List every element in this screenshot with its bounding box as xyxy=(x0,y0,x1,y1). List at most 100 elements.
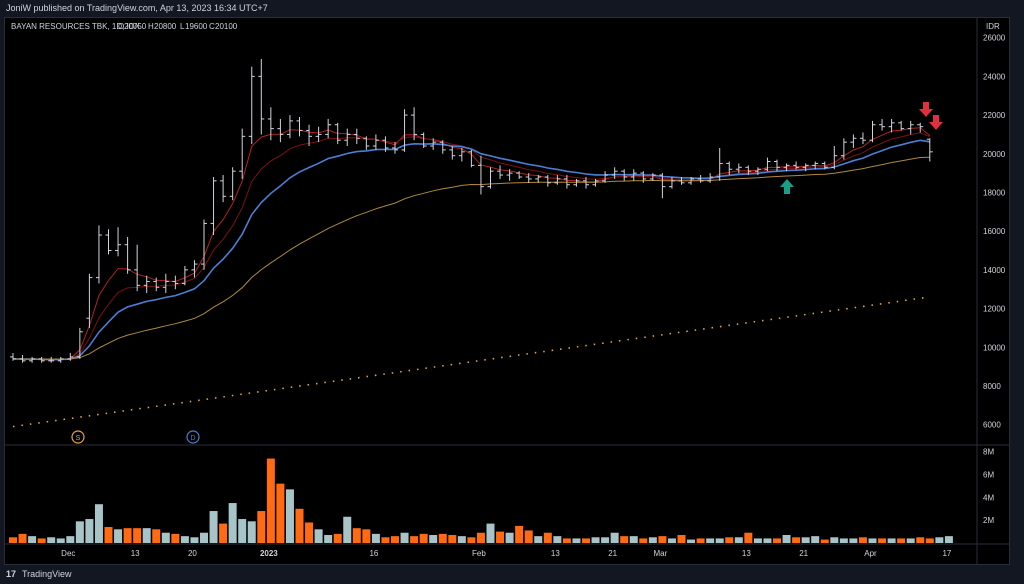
volume-tick-label: 6M xyxy=(983,471,994,480)
time-tick-label: Mar xyxy=(654,549,668,558)
ohlc-bar xyxy=(220,175,227,203)
ohlc-bar xyxy=(544,175,551,187)
ma-gold-line xyxy=(12,156,930,360)
grid-lines xyxy=(5,18,1009,564)
price-tick-label: 18000 xyxy=(983,188,1006,197)
legend-low-value: 19600 xyxy=(185,22,208,31)
volume-bar xyxy=(562,538,571,543)
ohlc-bar xyxy=(707,173,714,183)
volume-bar xyxy=(352,528,361,543)
currency-label: IDR xyxy=(986,22,1000,31)
volume-bar xyxy=(257,511,266,543)
ohlc-bar xyxy=(172,275,179,290)
volume-bar xyxy=(706,538,715,543)
volume-bar xyxy=(677,535,686,543)
ohlc-bar xyxy=(105,229,112,255)
volume-bar xyxy=(620,536,629,543)
volume-bar xyxy=(820,539,829,543)
ohlc-bar xyxy=(859,132,866,145)
ohlc-bar xyxy=(554,175,561,185)
volume-bar xyxy=(858,537,867,543)
price-tick-label: 6000 xyxy=(983,421,1001,430)
ohlc-bar xyxy=(430,138,437,150)
volume-bar xyxy=(916,537,925,543)
volume-bar xyxy=(868,538,877,543)
ohlc-bar xyxy=(535,175,542,183)
ohlc-bar xyxy=(277,118,284,143)
ma-blue-line xyxy=(12,139,930,361)
time-tick-label: 13 xyxy=(551,549,560,558)
volume-bar xyxy=(56,538,65,543)
chart-container[interactable]: 26000 24000 22000 20000 18000 16000 14000 12000… xyxy=(4,17,1010,565)
volume-bar xyxy=(687,539,696,543)
ohlc-bar xyxy=(439,140,446,154)
ohlc-bar xyxy=(726,161,733,176)
volume-bar xyxy=(763,538,772,543)
legend-high-label: H xyxy=(148,22,154,31)
volume-bar xyxy=(591,537,600,543)
ohlc-bar xyxy=(888,118,895,133)
ohlc-bar xyxy=(869,120,876,143)
ohlc-bar xyxy=(898,120,905,131)
ohlc-bar xyxy=(879,118,886,131)
ohlc-bar xyxy=(325,118,332,139)
volume-tick-label: 2M xyxy=(983,516,994,525)
split-marker-circle xyxy=(71,430,85,444)
ohlc-bar xyxy=(649,173,656,181)
time-tick-label: 13 xyxy=(131,549,140,558)
ohlc-bar xyxy=(19,354,26,363)
ohlc-bar xyxy=(774,159,780,172)
volume-bar xyxy=(190,537,199,543)
dividend-marker[interactable]: D xyxy=(186,430,200,444)
buy-arrow-icon xyxy=(780,179,794,194)
ohlc-bar xyxy=(611,167,618,179)
volume-bar xyxy=(161,532,170,543)
volume-tick-label: 8M xyxy=(983,448,994,457)
ohlc-bar xyxy=(411,107,418,141)
ohlc-bar xyxy=(420,132,427,148)
ohlc-bar xyxy=(10,353,16,361)
volume-bar xyxy=(391,536,399,543)
ohlc-bar xyxy=(926,138,933,162)
volume-bar xyxy=(238,519,247,543)
volume-bar xyxy=(37,538,46,543)
volume-bar xyxy=(849,538,858,543)
ohlc-bar xyxy=(697,175,704,183)
ohlc-bar xyxy=(831,146,838,170)
ohlc-bar xyxy=(162,273,169,294)
split-marker[interactable]: S xyxy=(71,430,85,444)
volume-bar xyxy=(639,538,648,543)
ohlc-bar xyxy=(315,126,322,143)
volume-bar xyxy=(515,525,524,543)
ohlc-bar xyxy=(401,109,408,152)
footer: 17 TradingView xyxy=(0,565,1024,584)
dividend-marker-label: D xyxy=(190,435,195,442)
volume-bar xyxy=(200,532,208,543)
ohlc-bar xyxy=(821,161,828,170)
legend-low-label: L xyxy=(180,22,185,31)
ohlc-bar xyxy=(907,120,914,135)
ohlc-bar xyxy=(468,149,475,168)
volume-bar xyxy=(314,529,323,543)
ohlc-bar xyxy=(201,219,207,270)
volume-bar xyxy=(572,538,581,543)
volume-bar xyxy=(381,537,390,543)
ohlc-bar xyxy=(497,165,504,179)
sell-arrow-icon xyxy=(919,102,933,117)
ohlc-bar xyxy=(563,175,570,189)
volume-bar xyxy=(696,538,705,543)
volume-bar xyxy=(753,538,762,543)
ohlc-bar xyxy=(181,265,188,286)
volume-bar xyxy=(658,536,667,543)
price-tick-label: 16000 xyxy=(983,227,1006,236)
volume-bar xyxy=(944,536,953,543)
ohlc-bar xyxy=(516,171,523,179)
ohlc-bar xyxy=(382,136,389,152)
ohlc-bar xyxy=(716,147,723,181)
ohlc-bar xyxy=(229,167,236,201)
volume-bar xyxy=(371,533,380,543)
volume-bar xyxy=(343,516,352,543)
legend-high-value: 20800 xyxy=(154,22,177,31)
volume-bar xyxy=(133,528,142,543)
ohlc-bar xyxy=(306,124,313,147)
